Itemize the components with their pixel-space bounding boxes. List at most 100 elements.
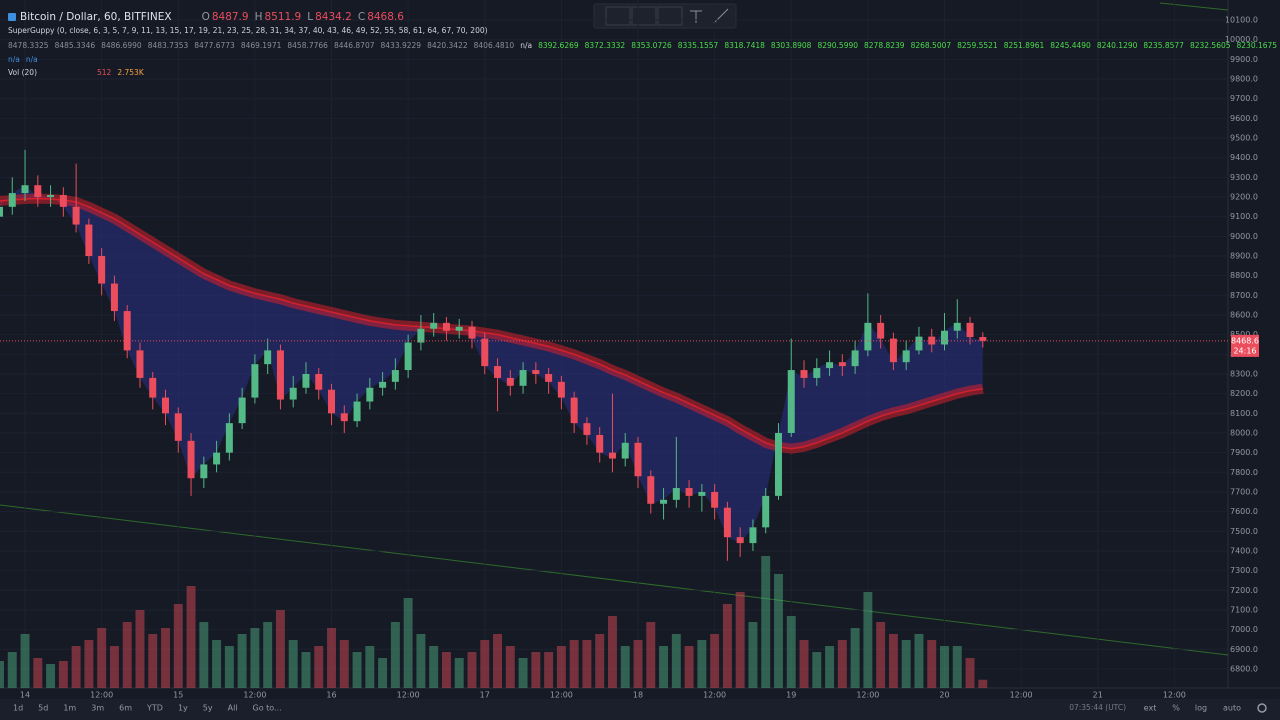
- indicator-value: 8406.4810: [474, 41, 515, 50]
- indicator-value: n/a: [520, 41, 532, 50]
- range-button[interactable]: 1d: [13, 704, 23, 713]
- x-tick-label: 17: [480, 691, 490, 700]
- countdown-label: 24:16: [1233, 346, 1256, 355]
- candle-body: [685, 488, 693, 496]
- candle-body: [813, 368, 821, 378]
- range-button[interactable]: YTD: [146, 704, 163, 713]
- x-tick-label: 12:00: [1010, 691, 1033, 700]
- goto-button[interactable]: Go to...: [253, 704, 282, 713]
- range-button[interactable]: 1m: [63, 704, 76, 713]
- y-tick-label: 7300.0: [1230, 566, 1258, 575]
- indicator-value: 8446.8707: [334, 41, 375, 50]
- candle-body: [940, 330, 948, 345]
- y-tick-label: 9600.0: [1230, 114, 1258, 123]
- indicator-value: 8303.8908: [771, 41, 812, 50]
- volume-value: 512: [97, 68, 112, 77]
- candle-body: [123, 311, 131, 351]
- volume-bar: [633, 640, 643, 688]
- volume-name: Vol (20): [8, 68, 37, 77]
- volume-bar: [71, 646, 81, 688]
- range-button[interactable]: All: [228, 704, 238, 713]
- x-tick-label: 21: [1093, 691, 1103, 700]
- volume-bar: [761, 556, 771, 688]
- range-button[interactable]: 3m: [91, 704, 104, 713]
- range-button[interactable]: 5d: [38, 704, 48, 713]
- candle-body: [72, 206, 80, 225]
- volume-bar: [952, 646, 962, 688]
- y-tick-label: 6900.0: [1230, 645, 1258, 654]
- text-tool[interactable]: [690, 10, 702, 23]
- y-tick-label: 8600.0: [1230, 310, 1258, 319]
- volume-bar: [595, 634, 605, 688]
- volume-bar: [901, 640, 911, 688]
- volume-bar: [20, 634, 30, 688]
- x-tick-label: 12:00: [856, 691, 879, 700]
- volume-bar: [378, 658, 388, 688]
- volume-bar: [454, 658, 464, 688]
- ohlc-value: 8434.2: [315, 11, 352, 23]
- y-tick-label: 10100.0: [1225, 16, 1258, 25]
- volume-bar: [224, 646, 234, 688]
- volume-bar: [97, 628, 107, 688]
- indicator-value: 8485.3346: [55, 41, 96, 50]
- volume-bar: [978, 679, 988, 688]
- range-button[interactable]: 5y: [203, 704, 213, 713]
- volume-bar: [148, 634, 158, 688]
- indicator-value: 8486.6990: [101, 41, 142, 50]
- range-button[interactable]: 1y: [178, 704, 188, 713]
- y-tick-label: 7500.0: [1230, 527, 1258, 536]
- candle-body: [328, 389, 336, 414]
- candle-body: [723, 507, 731, 538]
- volume-bar: [275, 610, 285, 688]
- volume-bar: [186, 586, 196, 688]
- indicator-value: 8420.3422: [427, 41, 468, 50]
- indicator-value: 8240.1290: [1097, 41, 1138, 50]
- settings-button[interactable]: [1257, 703, 1267, 713]
- ohlc-label: L: [307, 11, 313, 23]
- option-button[interactable]: log: [1195, 704, 1207, 713]
- y-tick-label: 7400.0: [1230, 546, 1258, 555]
- volume-bar: [940, 646, 949, 688]
- brush-tool[interactable]: [713, 8, 729, 24]
- indicator-value: 8477.6773: [194, 41, 235, 50]
- candle-body: [8, 193, 16, 207]
- tool-button[interactable]: [631, 6, 657, 26]
- candle-body: [672, 488, 680, 500]
- volume-bar: [33, 658, 43, 688]
- candle-body: [596, 434, 604, 453]
- indicator-value: 8469.1971: [241, 41, 282, 50]
- candle-body: [417, 328, 425, 343]
- candle-body: [634, 442, 642, 477]
- indicator-value: 8353.0726: [631, 41, 672, 50]
- range-button[interactable]: 6m: [119, 704, 132, 713]
- indicator-value: 8392.6269: [538, 41, 579, 50]
- candle-body: [302, 373, 310, 388]
- volume-bar: [122, 622, 132, 688]
- candle-body: [506, 377, 514, 386]
- indicator-value: 8335.1557: [678, 41, 719, 50]
- toolbar: 1d 5d 1m 3m 6m YTD 1y 5y All Go to... 07:35:44 (UT…: [13, 703, 1267, 713]
- y-tick-label: 8900.0: [1230, 252, 1258, 261]
- y-tick-label: 8100.0: [1230, 409, 1258, 418]
- volume-bar: [965, 658, 975, 688]
- volume-bar: [7, 652, 17, 688]
- volume-bar: [429, 646, 439, 688]
- indicator-value: 8232.5605: [1190, 41, 1231, 50]
- bottom-toolbar: [0, 699, 1280, 720]
- tool-button[interactable]: [657, 6, 683, 26]
- option-button[interactable]: auto: [1223, 704, 1241, 713]
- y-tick-label: 8500.0: [1230, 330, 1258, 339]
- tool-button[interactable]: [605, 6, 631, 26]
- ohlc-label: C: [358, 11, 365, 23]
- ohlc-value: 8468.6: [367, 11, 404, 23]
- option-button[interactable]: %: [1172, 704, 1180, 713]
- indicator-value: 8318.7418: [724, 41, 765, 50]
- volume-bar: [416, 634, 426, 688]
- candle-body: [481, 338, 489, 367]
- candle-body: [47, 195, 55, 198]
- volume-bar: [876, 622, 886, 688]
- candle-body: [366, 387, 374, 402]
- trend-line: [1159, 2, 1229, 11]
- option-button[interactable]: ext: [1144, 704, 1157, 713]
- volume-bar: [46, 664, 56, 688]
